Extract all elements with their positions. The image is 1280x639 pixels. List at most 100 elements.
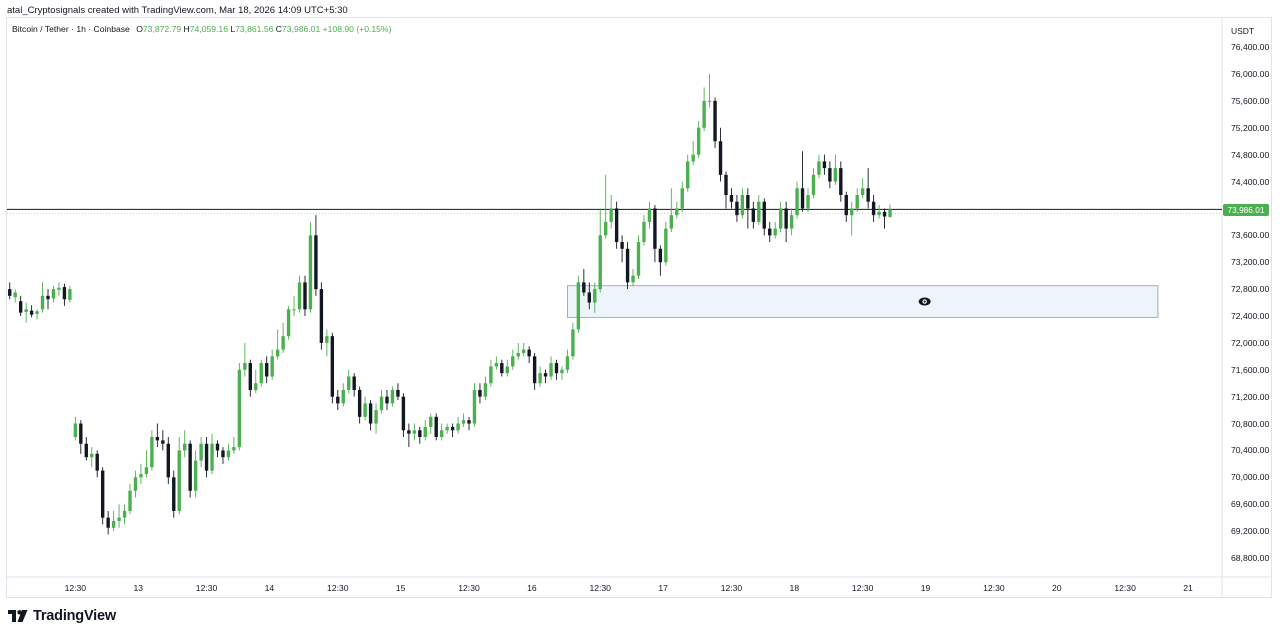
legend-open-label: O bbox=[136, 24, 143, 34]
brand[interactable]: TradingView bbox=[8, 608, 116, 624]
chart-frame[interactable] bbox=[6, 17, 1272, 598]
last-price-tag: 73,986.01 bbox=[1223, 204, 1269, 216]
candle-body bbox=[150, 437, 154, 468]
candle-body bbox=[204, 443, 209, 471]
time-tick-label: 12:30 bbox=[1114, 583, 1136, 593]
candle-body bbox=[270, 356, 274, 377]
price-tick-label: 68,800.00 bbox=[1231, 553, 1270, 563]
price-tick-label: 70,800.00 bbox=[1231, 418, 1270, 429]
candle-body bbox=[46, 295, 50, 300]
candle-body bbox=[363, 403, 367, 417]
candle-body bbox=[811, 174, 816, 195]
candle-body bbox=[527, 349, 531, 357]
time-tick-label: 12:30 bbox=[589, 583, 611, 593]
candle-body bbox=[806, 195, 810, 209]
candle-body bbox=[456, 423, 460, 431]
candle-body bbox=[188, 443, 192, 491]
price-tick-label: 76,400.00 bbox=[1231, 42, 1270, 53]
candle-body bbox=[762, 201, 766, 229]
candle-body bbox=[40, 295, 45, 310]
time-tick-label: 17 bbox=[658, 583, 668, 593]
price-tick-label: 71,600.00 bbox=[1231, 364, 1270, 375]
candle-body bbox=[538, 373, 542, 384]
candle-body bbox=[647, 208, 652, 222]
candle-body bbox=[773, 228, 777, 236]
candle-body bbox=[275, 349, 280, 357]
candle-body bbox=[877, 211, 881, 216]
candle-body bbox=[483, 383, 488, 397]
candle-body bbox=[505, 366, 509, 374]
candle-body bbox=[18, 301, 23, 313]
candle-body bbox=[549, 363, 553, 377]
candle-body bbox=[68, 289, 72, 300]
candle-body bbox=[768, 228, 772, 236]
candle-body bbox=[90, 453, 94, 458]
price-tick-label: 74,400.00 bbox=[1231, 176, 1270, 187]
candle-body bbox=[675, 208, 679, 216]
candle-body bbox=[822, 161, 827, 169]
candle-body bbox=[631, 275, 635, 283]
candle-body bbox=[653, 208, 657, 249]
candle-body bbox=[778, 208, 783, 229]
candle-body bbox=[308, 235, 313, 310]
candle-body bbox=[614, 208, 619, 243]
candle-body bbox=[183, 443, 187, 451]
candle-body bbox=[29, 310, 34, 315]
candle-body bbox=[494, 363, 499, 367]
candle-body bbox=[871, 201, 876, 216]
candle-body bbox=[521, 349, 526, 353]
candle-body bbox=[303, 282, 307, 310]
candle-body bbox=[221, 450, 225, 458]
candle-body bbox=[166, 443, 170, 478]
candle-body bbox=[746, 195, 750, 209]
legend-close-label: C bbox=[275, 24, 282, 34]
candle-body bbox=[232, 447, 236, 451]
candle-body bbox=[24, 309, 28, 312]
candle-body bbox=[199, 443, 203, 461]
legend-symbol[interactable]: Bitcoin / Tether · 1h · Coinbase bbox=[12, 24, 130, 34]
candle-body bbox=[336, 396, 340, 404]
candle-body bbox=[713, 100, 717, 142]
candle-body bbox=[330, 336, 335, 397]
eye-icon[interactable] bbox=[918, 297, 931, 306]
candle-body bbox=[686, 161, 690, 189]
price-tick-label: 70,400.00 bbox=[1231, 445, 1270, 456]
candle-body bbox=[789, 215, 794, 229]
time-tick-label: 16 bbox=[527, 583, 537, 593]
time-tick-label: 15 bbox=[395, 583, 406, 593]
ohlc-legend: Bitcoin / Tether · 1h · Coinbase O73,872… bbox=[12, 24, 391, 34]
candle-body bbox=[882, 211, 887, 217]
candle-body bbox=[489, 366, 493, 384]
candle-body bbox=[412, 430, 417, 434]
candle-body bbox=[374, 410, 378, 424]
candle-body bbox=[111, 521, 116, 528]
candle-body bbox=[259, 363, 263, 384]
candle-body bbox=[100, 470, 105, 518]
time-tick-label: 20 bbox=[1051, 583, 1062, 593]
candle-body bbox=[866, 188, 870, 202]
candle-body bbox=[620, 242, 624, 249]
candle-body bbox=[582, 282, 586, 293]
time-tick-label: 19 bbox=[920, 583, 931, 593]
candle-body bbox=[144, 467, 149, 474]
candle-body bbox=[139, 473, 143, 478]
candle-body bbox=[560, 369, 564, 374]
candle-body bbox=[128, 490, 132, 511]
candle-body bbox=[161, 440, 165, 444]
candle-body bbox=[265, 363, 269, 377]
price-tick-label: 70,000.00 bbox=[1231, 472, 1270, 483]
candle-body bbox=[658, 248, 663, 263]
candle-body bbox=[467, 420, 471, 424]
chart-caption: atal_Cryptosignals created with TradingV… bbox=[7, 5, 348, 16]
candle-body bbox=[795, 188, 799, 216]
candle-body bbox=[57, 287, 61, 290]
time-tick-label: 12:30 bbox=[195, 583, 218, 593]
candle-body bbox=[680, 188, 684, 209]
candle-body bbox=[95, 453, 99, 471]
candle-body bbox=[669, 215, 674, 229]
legend-low-label: L bbox=[230, 24, 236, 34]
price-tick-label: 73,600.00 bbox=[1231, 230, 1270, 241]
price-tick-label: 72,800.00 bbox=[1231, 284, 1270, 295]
candle-body bbox=[565, 356, 570, 370]
